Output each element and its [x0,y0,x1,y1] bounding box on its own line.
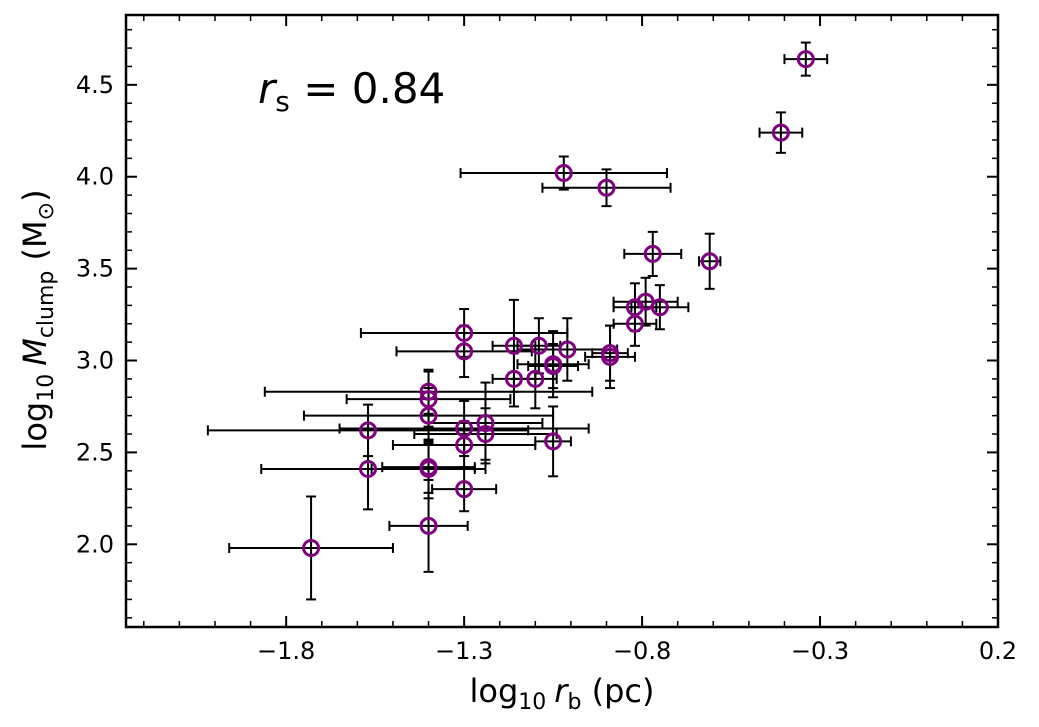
data-point [554,164,573,183]
data-point [529,336,548,355]
errorbar [527,342,580,390]
errorbar [534,405,572,478]
x-tick-label: −1.3 [435,637,493,665]
data-point [359,421,378,440]
errorbar [612,276,679,327]
errorbar [388,478,469,573]
data-point [771,123,790,142]
data-point [455,480,474,499]
data-point [643,244,662,263]
errorbar [459,155,668,191]
data-point [504,336,523,355]
data-point [455,419,474,438]
data-point [455,436,474,455]
errorbar [623,230,683,277]
data-point [419,516,438,535]
data-point [419,382,438,401]
data-point [526,369,545,388]
data-point [419,390,438,409]
data-point [476,414,495,432]
y-tick-label: 2.5 [76,438,114,466]
data-point [419,459,438,478]
data-point [476,425,495,444]
data-point [650,298,669,317]
data-point [558,340,577,359]
y-tick-label: 3.0 [76,347,114,375]
errorbar [758,111,804,154]
data-point [544,357,563,376]
data-point [419,406,438,425]
data-point [302,538,321,557]
correlation-annotation: rs = 0.84 [258,64,445,118]
errorbar [260,427,476,511]
y-tick-label: 3.5 [76,255,114,283]
data-point [625,314,644,333]
marker-layer [302,50,815,557]
data-point [601,347,620,366]
errorbar [541,168,672,208]
data-point [796,50,815,69]
data-point [597,178,616,197]
y-tick-label: 4.5 [76,71,114,99]
data-point [625,298,644,317]
data-point [455,342,474,361]
data-point [455,323,474,342]
errorbar [584,324,636,390]
y-tick-label: 2.0 [76,530,114,558]
x-tick-label: −1.8 [257,637,315,665]
data-point [359,459,378,478]
data-point [504,369,523,388]
axis-ticks [126,15,999,627]
x-tick-label: −0.3 [791,637,849,665]
data-point [544,432,563,451]
x-axis-label: log10 rb (pc) [470,672,655,715]
data-point [700,252,719,271]
x-tick-label: −0.8 [613,637,671,665]
errorbar-layer [206,41,829,601]
y-axis-label: log10Mclump (M⊙) [16,189,59,450]
errorbar [431,466,498,513]
plot-frame [124,13,1000,629]
x-tick-label: 0.2 [979,637,1017,665]
tick-labels: −1.8 −1.3 −0.8 −0.3 0.2 2.0 2.5 3.0 3.5 4.0 4.5 [76,71,1017,665]
errorbar [228,495,394,601]
errorbar [391,420,537,470]
y-tick-label: 4.0 [76,163,114,191]
errorbar [783,41,829,77]
